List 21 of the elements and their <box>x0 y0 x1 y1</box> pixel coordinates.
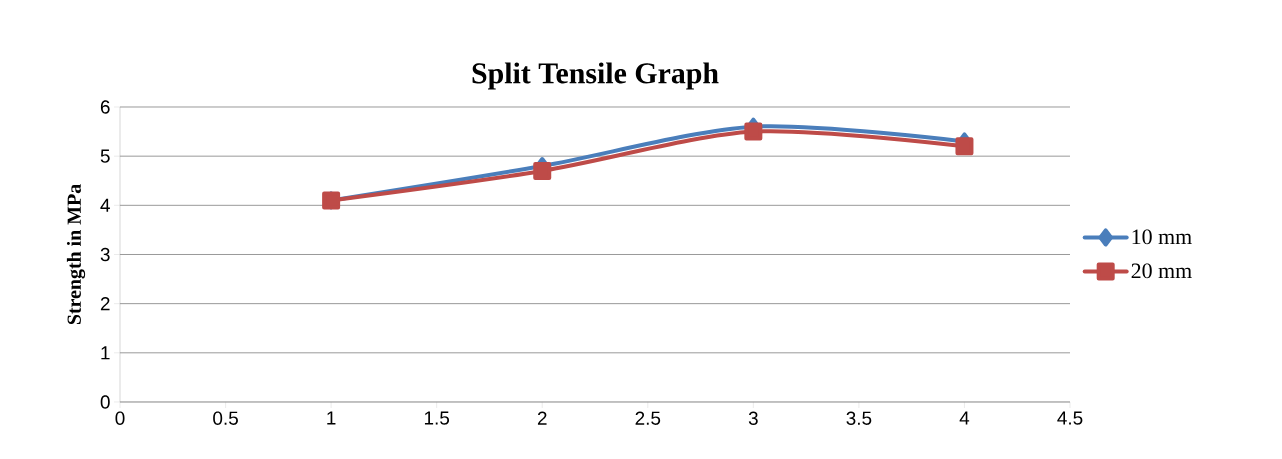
x-tick-label: 0.5 <box>213 411 238 425</box>
legend-label: 20 mm <box>1131 263 1192 279</box>
x-tick-label: 4 <box>959 411 970 425</box>
x-tick-label: 3 <box>748 411 758 425</box>
y-tick-label: 3 <box>100 247 110 262</box>
x-tick-label: 0 <box>115 411 125 425</box>
x-tick-label: 1.5 <box>424 411 450 425</box>
x-tick-label: 2.5 <box>635 411 661 425</box>
x-tick-label: 3.5 <box>846 411 872 425</box>
y-tick-label: 6 <box>100 100 110 114</box>
chart-title: Split Tensile Graph <box>472 62 719 90</box>
y-tick-label: 2 <box>100 297 110 311</box>
y-axis-title: Strength in MPa <box>66 184 86 325</box>
y-tick-label: 1 <box>101 346 110 360</box>
y-tick-label: 0 <box>100 395 110 409</box>
x-tick-label: 1 <box>327 411 336 425</box>
x-tick-label: 4.5 <box>1057 411 1083 425</box>
legend-label: 10 mm <box>1132 229 1192 245</box>
x-tick-label: 2 <box>537 411 547 425</box>
y-tick-label: 5 <box>100 149 110 163</box>
y-tick-label: 4 <box>100 198 110 212</box>
